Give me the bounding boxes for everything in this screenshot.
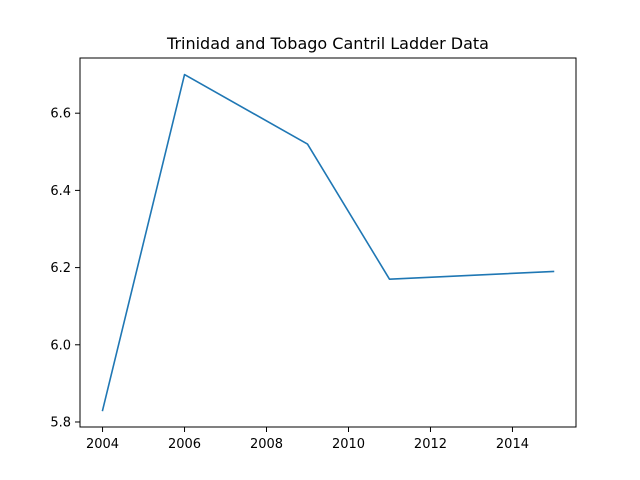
y-tick-label: 6.2: [50, 261, 71, 276]
x-tick-label: 2008: [250, 437, 283, 452]
x-tick-label: 2014: [496, 437, 529, 452]
x-tick-label: 2012: [414, 437, 447, 452]
x-tick-label: 2006: [168, 437, 201, 452]
y-tick-label: 6.6: [50, 107, 71, 122]
y-tick-label: 6.4: [50, 184, 71, 199]
x-tick-label: 2010: [332, 437, 365, 452]
y-tick-label: 6.0: [50, 338, 71, 353]
chart-title: Trinidad and Tobago Cantril Ladder Data: [166, 34, 489, 53]
series-line: [101, 73, 555, 412]
plot-area: [101, 73, 555, 412]
y-tick-label: 5.8: [50, 415, 71, 430]
x-axis: 2004 2006 2008 2010 2012 2014: [86, 427, 529, 452]
y-axis: 5.8 6.0 6.2 6.4 6.6: [50, 107, 80, 430]
axes-frame: [79, 57, 577, 428]
x-tick-label: 2004: [86, 437, 119, 452]
